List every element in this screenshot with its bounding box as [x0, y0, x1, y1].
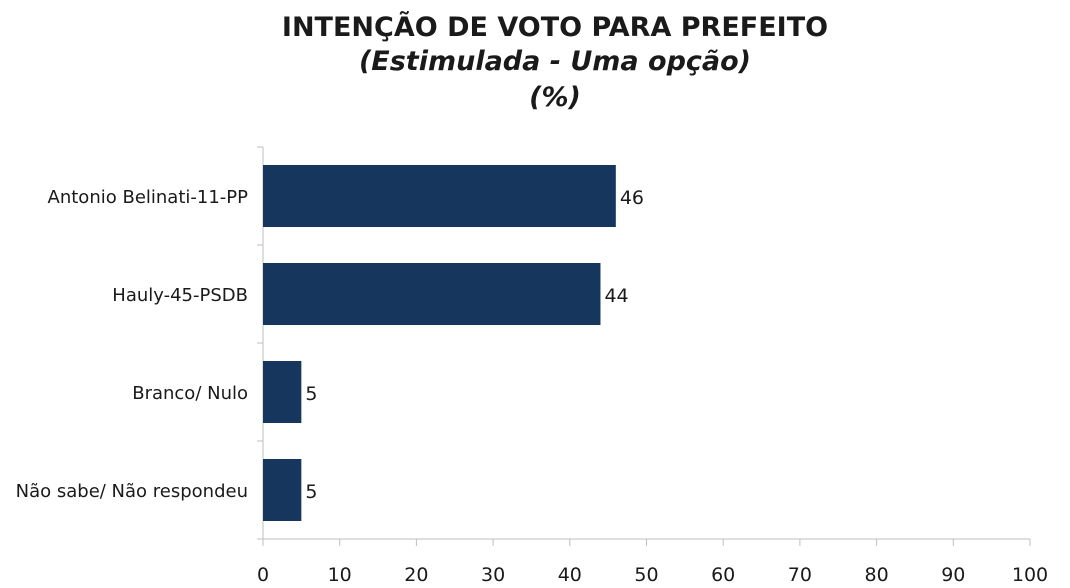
category-label: Não sabe/ Não respondeu: [16, 481, 248, 502]
x-tick-label: 0: [257, 564, 269, 586]
chart-title: INTENÇÃO DE VOTO PARA PREFEITO: [281, 12, 829, 43]
x-tick-label: 100: [1012, 564, 1048, 586]
chart-unit-label: (%): [529, 82, 581, 113]
x-tick-label: 30: [481, 564, 505, 586]
category-label: Hauly-45-PSDB: [112, 285, 248, 306]
bar: [263, 459, 302, 521]
bar: [263, 165, 616, 227]
category-label: Branco/ Nulo: [132, 383, 248, 404]
x-tick-label: 50: [634, 564, 658, 586]
x-tick-label: 70: [788, 564, 812, 586]
x-tick-label: 40: [558, 564, 582, 586]
data-label: 44: [604, 285, 628, 307]
data-label: 5: [305, 481, 317, 503]
data-label: 46: [620, 187, 644, 209]
x-tick-label: 80: [865, 564, 889, 586]
bar: [263, 263, 601, 325]
x-tick-label: 20: [404, 564, 428, 586]
x-tick-label: 60: [711, 564, 735, 586]
x-tick-label: 10: [328, 564, 352, 586]
bar: [263, 361, 302, 423]
category-label: Antonio Belinati-11-PP: [48, 187, 249, 208]
data-label: 5: [305, 383, 317, 405]
chart-subtitle: (Estimulada - Uma opção): [358, 46, 752, 77]
x-tick-label: 90: [941, 564, 965, 586]
